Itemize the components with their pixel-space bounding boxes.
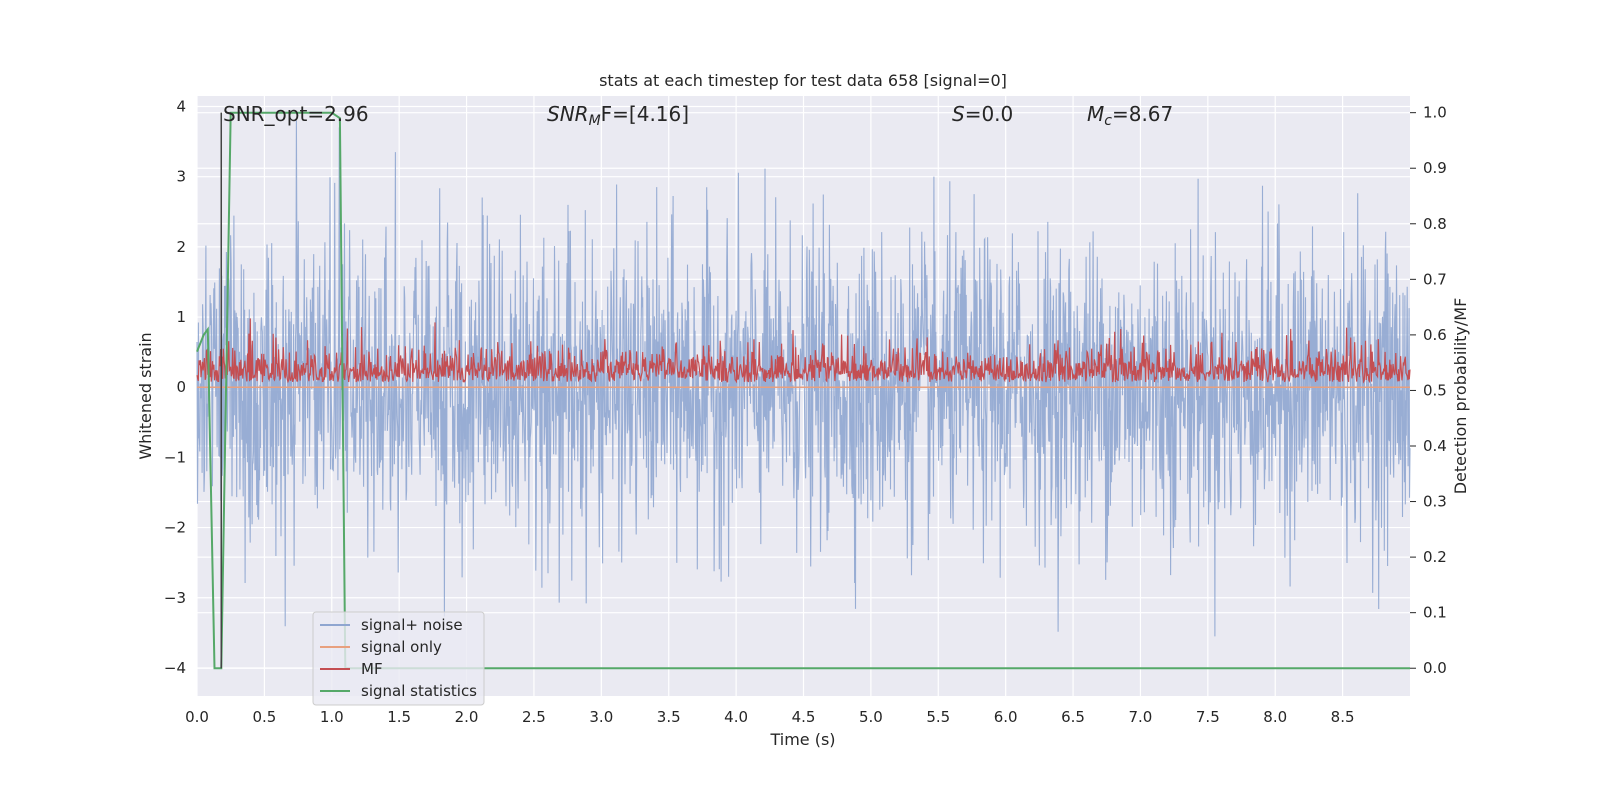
y-left-tick-label: 1 xyxy=(176,308,186,326)
y-right-tick-label: 0.6 xyxy=(1423,326,1447,344)
y-right-tick-label: 0.5 xyxy=(1423,381,1447,399)
x-axis-ticks: 0.0 0.5 1.0 1.5 2.0 2.5 3.0 3.5 4.0 4.5 5.0 5.5 6.0 6… xyxy=(185,708,1354,726)
y-left-tick-label: −3 xyxy=(164,589,186,607)
y-left-tick-label: 0 xyxy=(176,378,186,396)
y-left-tick-label: −1 xyxy=(164,448,186,466)
x-tick-label: 6.0 xyxy=(994,708,1018,726)
y-axis-right-ticks: 0.0 0.1 0.2 0.3 0.4 0.5 0.6 0.7 0.8 0.9 1.0 xyxy=(1410,104,1447,677)
series-signal-statistics xyxy=(196,111,1410,670)
annotation-s-var: S xyxy=(952,102,965,126)
x-tick-label: 1.0 xyxy=(320,708,344,726)
legend-label-stats: signal statistics xyxy=(361,682,477,700)
x-tick-label: 2.0 xyxy=(455,708,479,726)
y-axis-left-ticks: −4 −3 −2 −1 0 1 2 3 4 xyxy=(164,98,186,677)
y-left-tick-label: 2 xyxy=(176,238,186,256)
legend: signal+ noise signal only MF signal stat… xyxy=(312,611,485,706)
annotation-mc: Mc=8.67 xyxy=(1087,102,1173,129)
x-tick-label: 7.0 xyxy=(1129,708,1153,726)
y-right-tick-label: 0.2 xyxy=(1423,548,1447,566)
y-axis-right-label: Detection probability/MF xyxy=(1451,298,1470,495)
legend-label-noise: signal+ noise xyxy=(361,616,463,634)
annotation-s: S=0.0 xyxy=(952,102,1013,126)
x-tick-label: 6.5 xyxy=(1061,708,1085,726)
x-tick-label: 1.5 xyxy=(387,708,411,726)
x-tick-label: 3.0 xyxy=(589,708,613,726)
y-left-tick-label: 3 xyxy=(176,168,186,186)
annotation-mc-sub: c xyxy=(1104,113,1112,129)
annotation-snr-mf-sub: M xyxy=(589,113,601,129)
x-axis-label: Time (s) xyxy=(769,730,835,749)
x-tick-label: 3.5 xyxy=(657,708,681,726)
y-left-tick-label: −2 xyxy=(164,519,186,537)
x-tick-label: 4.0 xyxy=(724,708,748,726)
annotation-snr-opt: SNR_opt=2.96 xyxy=(223,102,369,126)
stats-line xyxy=(196,111,1410,670)
x-tick-label: 8.5 xyxy=(1331,708,1355,726)
grid xyxy=(196,96,1410,696)
annotation-s-rest: =0.0 xyxy=(965,102,1014,126)
mf-line xyxy=(196,318,1411,384)
annotation-mc-base: M xyxy=(1087,102,1104,126)
x-tick-label: 2.5 xyxy=(522,708,546,726)
y-right-tick-label: 0.8 xyxy=(1423,215,1447,233)
y-right-tick-label: 1.0 xyxy=(1423,104,1447,122)
x-tick-label: 8.0 xyxy=(1263,708,1287,726)
legend-label-signal-only: signal only xyxy=(361,638,442,656)
x-tick-label: 5.0 xyxy=(859,708,883,726)
y-left-tick-label: −4 xyxy=(164,659,186,677)
y-right-tick-label: 0.4 xyxy=(1423,437,1447,455)
y-right-tick-label: 0.1 xyxy=(1423,604,1447,622)
annotation-snr-mf: SNRMF=[4.16] xyxy=(547,102,689,129)
x-tick-label: 0.0 xyxy=(185,708,209,726)
annotation-snr-mf-rest: F=[4.16] xyxy=(601,102,689,126)
y-right-tick-label: 0.9 xyxy=(1423,159,1447,177)
y-axis-left-label: Whitened strain xyxy=(136,332,155,459)
legend-box xyxy=(312,611,485,706)
x-tick-label: 5.5 xyxy=(926,708,950,726)
y-left-tick-label: 4 xyxy=(176,98,186,116)
x-tick-label: 0.5 xyxy=(252,708,276,726)
x-tick-label: 7.5 xyxy=(1196,708,1220,726)
y-right-tick-label: 0.0 xyxy=(1423,659,1447,677)
y-right-tick-label: 0.3 xyxy=(1423,493,1447,511)
annotation-mc-rest: =8.67 xyxy=(1112,102,1173,126)
legend-label-mf: MF xyxy=(361,660,383,678)
y-right-tick-label: 0.7 xyxy=(1423,270,1447,288)
annotation-snr-mf-base: SNR xyxy=(547,102,589,126)
chart-title: stats at each timestep for test data 658… xyxy=(599,71,1007,90)
series-mf xyxy=(196,318,1411,384)
x-tick-label: 4.5 xyxy=(792,708,816,726)
